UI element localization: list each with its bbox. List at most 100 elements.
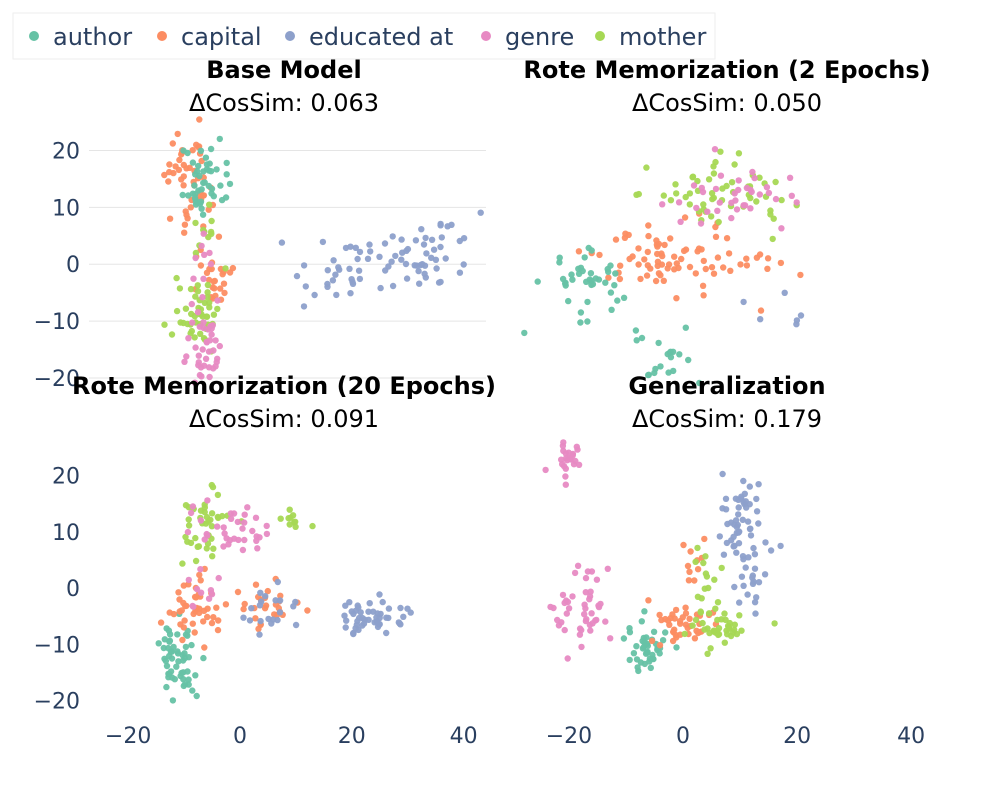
point-author bbox=[581, 254, 588, 261]
point-mother bbox=[736, 612, 743, 619]
point-educated-at bbox=[366, 241, 373, 248]
point-educated-at bbox=[728, 537, 735, 544]
point-mother bbox=[772, 178, 779, 186]
point-mother bbox=[286, 521, 293, 528]
x-tick-label: 40 bbox=[450, 724, 478, 749]
point-mother bbox=[207, 228, 215, 236]
point-mother bbox=[201, 508, 208, 516]
point-genre bbox=[675, 199, 683, 206]
point-capital bbox=[183, 211, 190, 219]
point-mother bbox=[701, 585, 708, 592]
legend-label-educated-at[interactable]: educated at bbox=[309, 23, 453, 51]
y-tick-label: −20 bbox=[34, 367, 80, 392]
point-mother bbox=[176, 285, 184, 292]
point-educated-at bbox=[257, 589, 264, 596]
legend-label-author[interactable]: author bbox=[53, 23, 132, 51]
point-genre bbox=[712, 185, 720, 193]
point-genre bbox=[225, 541, 232, 548]
point-genre bbox=[697, 220, 705, 227]
point-capital bbox=[229, 264, 237, 272]
point-capital bbox=[161, 171, 168, 179]
point-capital bbox=[612, 236, 620, 243]
point-author bbox=[632, 327, 640, 334]
point-mother bbox=[209, 553, 216, 560]
point-mother bbox=[756, 174, 763, 181]
point-educated-at bbox=[752, 610, 759, 617]
point-capital bbox=[671, 253, 678, 260]
point-capital bbox=[655, 270, 663, 277]
point-mother bbox=[185, 516, 192, 523]
point-genre bbox=[202, 355, 210, 362]
legend-label-capital[interactable]: capital bbox=[181, 23, 262, 51]
point-genre bbox=[587, 627, 594, 634]
point-mother bbox=[689, 622, 696, 629]
point-genre bbox=[227, 515, 235, 522]
point-educated-at bbox=[412, 237, 420, 244]
point-capital bbox=[180, 582, 187, 589]
point-educated-at bbox=[735, 540, 743, 547]
point-mother bbox=[700, 201, 707, 208]
point-author bbox=[203, 161, 211, 168]
point-mother bbox=[192, 249, 200, 257]
point-author bbox=[189, 687, 196, 694]
point-mother bbox=[686, 190, 694, 197]
point-educated-at bbox=[329, 277, 337, 284]
point-genre bbox=[602, 618, 609, 625]
point-genre bbox=[201, 251, 208, 258]
point-educated-at bbox=[749, 574, 756, 581]
point-capital bbox=[180, 161, 187, 169]
point-genre bbox=[741, 202, 749, 209]
point-educated-at bbox=[359, 614, 366, 622]
point-educated-at bbox=[741, 490, 748, 497]
point-capital bbox=[686, 568, 693, 575]
point-genre bbox=[690, 182, 698, 189]
point-educated-at bbox=[437, 222, 444, 229]
point-genre bbox=[203, 530, 210, 538]
point-mother bbox=[715, 218, 722, 226]
point-author bbox=[223, 159, 230, 167]
point-author bbox=[200, 654, 207, 662]
point-author bbox=[587, 270, 595, 277]
point-capital bbox=[777, 259, 785, 267]
point-educated-at bbox=[365, 608, 372, 615]
point-mother bbox=[714, 599, 722, 606]
point-genre bbox=[566, 455, 573, 462]
point-genre bbox=[187, 509, 195, 517]
point-genre bbox=[189, 319, 196, 326]
point-mother bbox=[769, 235, 776, 243]
point-educated-at bbox=[256, 631, 263, 638]
panel-rote-2-epochs: Rote Memorization (2 Epochs) ΔCosSim: 0.… bbox=[521, 56, 931, 387]
point-capital bbox=[181, 221, 189, 228]
point-educated-at bbox=[324, 267, 331, 274]
point-author bbox=[167, 668, 175, 675]
point-mother bbox=[718, 616, 725, 623]
point-genre bbox=[565, 605, 573, 612]
point-genre bbox=[234, 518, 241, 526]
point-mother bbox=[700, 559, 707, 567]
point-mother bbox=[188, 327, 195, 335]
point-genre bbox=[212, 337, 219, 344]
point-capital bbox=[714, 254, 722, 261]
point-capital bbox=[737, 261, 744, 268]
point-educated-at bbox=[456, 269, 464, 276]
point-genre bbox=[571, 569, 579, 577]
point-capital bbox=[210, 614, 217, 621]
point-genre bbox=[252, 514, 260, 521]
legend-label-genre[interactable]: genre bbox=[505, 23, 574, 51]
point-mother bbox=[285, 515, 292, 522]
point-genre bbox=[200, 319, 207, 326]
point-educated-at bbox=[733, 549, 740, 556]
point-educated-at bbox=[246, 617, 254, 624]
point-genre bbox=[749, 168, 756, 176]
point-capital bbox=[625, 231, 632, 239]
legend-label-mother[interactable]: mother bbox=[619, 23, 706, 51]
point-capital bbox=[175, 166, 183, 174]
point-author bbox=[647, 664, 654, 672]
point-educated-at bbox=[403, 275, 411, 282]
point-author bbox=[673, 644, 680, 651]
point-educated-at bbox=[735, 504, 742, 511]
point-capital bbox=[645, 222, 652, 229]
point-genre bbox=[564, 655, 571, 662]
point-genre bbox=[254, 545, 261, 552]
point-genre bbox=[198, 242, 205, 250]
